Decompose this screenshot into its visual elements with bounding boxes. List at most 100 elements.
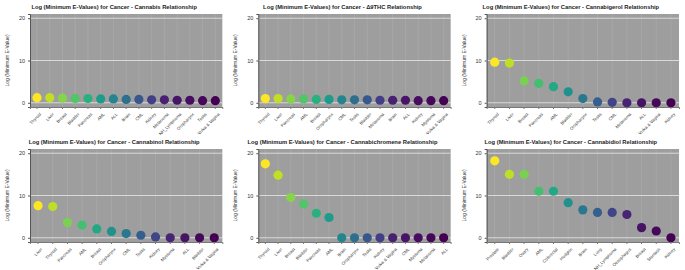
y-tick-mark <box>256 61 258 62</box>
x-tick-label: Vulva & Vagina <box>197 111 221 135</box>
bubble <box>63 218 72 227</box>
y-tick: 10 <box>247 193 258 199</box>
x-tick-mark <box>430 242 431 244</box>
x-tick: Pancreas <box>280 107 296 128</box>
bubble <box>637 223 646 232</box>
x-tick-mark <box>316 107 317 109</box>
x-tick: Brain <box>387 107 398 122</box>
x-tick: CML <box>337 107 347 122</box>
grid-y <box>487 18 679 103</box>
x-axis-line <box>487 243 679 245</box>
grid-line-y <box>30 153 222 154</box>
x-tick-mark <box>140 242 141 244</box>
x-tick-mark <box>155 242 156 244</box>
y-axis-title: Log (Minimum E-Value) <box>232 34 238 86</box>
y-axis-title: Log (Minimum E-Value) <box>461 169 467 221</box>
grid-line-y <box>258 153 450 154</box>
bubble <box>78 220 87 229</box>
bubble <box>92 224 101 233</box>
y-tick: 10 <box>19 58 30 64</box>
y-axis: 01020 <box>19 15 31 108</box>
x-tick-mark <box>553 107 554 109</box>
bubble <box>48 202 57 211</box>
bubble <box>324 95 333 104</box>
y-tick-label: 10 <box>476 193 482 199</box>
bubble <box>520 170 529 179</box>
x-tick: Pancreas <box>528 107 544 128</box>
bubble <box>286 94 295 103</box>
x-tick-label: Brain <box>336 246 347 257</box>
bubble <box>71 94 80 103</box>
panel: Log (Minimum E-Values) for Cancer - Δ9TH… <box>232 4 451 136</box>
bubble <box>83 94 92 103</box>
y-tick: 20 <box>476 150 487 156</box>
bubble <box>286 193 295 202</box>
x-tick-label: Pancreas <box>77 112 93 128</box>
x-tick-mark <box>626 242 627 244</box>
x-tick-mark <box>568 242 569 244</box>
x-axis-line <box>31 108 223 110</box>
bubble <box>210 233 219 242</box>
x-tick-label: AML <box>549 111 559 121</box>
x-tick-mark <box>670 107 671 109</box>
bubble <box>388 96 397 105</box>
y-tick-mark <box>28 18 30 19</box>
x-tick-mark <box>202 107 203 109</box>
x-tick-label: AML <box>78 246 88 256</box>
x-tick-label: ALL <box>181 246 190 255</box>
x-tick: ALL <box>181 242 190 256</box>
x-tick-mark <box>443 242 444 244</box>
bubble <box>505 58 514 67</box>
x-tick-mark <box>392 107 393 109</box>
x-tick-label: Pancreas <box>56 247 72 263</box>
marks <box>261 159 449 242</box>
bubble <box>622 210 631 219</box>
x-tick-label: Lung <box>592 246 603 257</box>
x-tick-mark <box>290 242 291 244</box>
plot-area: 01020ThyroidLiverPancreasAMLBreastOropha… <box>247 14 451 136</box>
y-tick-label: 10 <box>247 193 253 199</box>
x-tick-mark <box>62 107 63 109</box>
x-tick: Thyroid <box>29 107 43 125</box>
x-tick: AML <box>534 242 544 256</box>
x-tick-mark <box>641 242 642 244</box>
chart-title: Log (Minimum E-Values) for Cancer - Cann… <box>483 4 660 10</box>
x-tick: Thyroid <box>257 242 271 260</box>
y-axis-line <box>28 15 31 108</box>
x-tick: Liver <box>33 242 44 257</box>
x-tick-mark <box>354 242 355 244</box>
plot-area: 01020ThyroidLiverBreastBladderPancreasAM… <box>19 14 223 136</box>
y-tick-label: 20 <box>247 15 253 21</box>
x-tick: Thyroid <box>257 107 271 125</box>
bubble <box>375 233 384 242</box>
x-tick-label: CML <box>121 246 131 256</box>
x-tick: CML <box>121 242 131 257</box>
bubble <box>312 209 321 218</box>
x-tick: Brain <box>577 242 588 257</box>
bubble <box>578 205 587 214</box>
x-tick-mark <box>151 107 152 109</box>
bubble <box>261 94 270 103</box>
grid-line-y <box>487 153 679 154</box>
x-tick-mark <box>612 107 613 109</box>
x-tick-label: CML <box>607 111 617 121</box>
x-tick-mark <box>418 242 419 244</box>
x-tick: Oesophagus <box>611 242 632 267</box>
bubble <box>414 96 423 105</box>
x-tick-mark <box>670 242 671 244</box>
y-tick-mark <box>485 103 487 104</box>
x-tick-mark <box>367 242 368 244</box>
x-tick-label: Pancreas <box>305 247 321 263</box>
grid-line-y <box>258 60 450 61</box>
y-tick-label: 20 <box>247 150 253 156</box>
x-tick: Kidney <box>148 242 161 260</box>
x-tick-label: AML <box>96 111 106 121</box>
y-tick-label: 10 <box>19 58 25 64</box>
x-axis: ThyroidLiverBreastBladderPancreasAMLBrai… <box>257 242 451 270</box>
bubble <box>160 95 169 104</box>
x-tick: Testis <box>591 107 602 123</box>
panel: Log (Minimum E-Values) for Cancer - Cann… <box>4 4 223 136</box>
x-tick-mark <box>553 242 554 244</box>
x-tick: CML <box>607 107 617 122</box>
bubble <box>578 94 587 103</box>
